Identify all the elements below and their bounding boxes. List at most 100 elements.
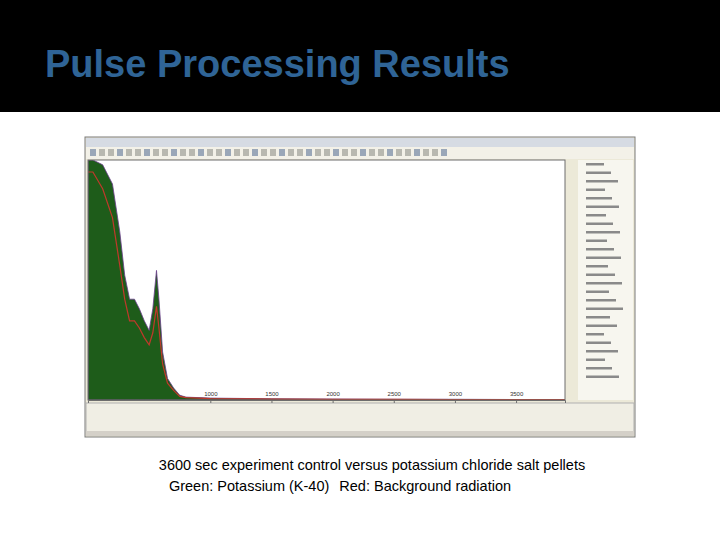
toolbar-icon [369,149,375,156]
toolbar-icon [189,149,195,156]
x-tick-label: 1000 [204,391,218,397]
x-tick-mark [271,400,272,403]
series-caption-entry: Green: Potassium (K-40) [169,478,329,494]
toolbar-icon [90,149,96,156]
toolbar-icon [261,149,267,156]
toolbar-icon [351,149,357,156]
toolbar-icon [378,149,384,156]
software-window [85,137,635,437]
toolbar-icon [324,149,330,156]
toolbar-icon [207,149,213,156]
info-line [586,240,607,243]
info-line [586,214,606,217]
info-line [586,180,618,183]
window-frame [85,137,635,437]
plot-marks [88,160,565,400]
toolbar-icon [387,149,393,156]
background [0,0,720,540]
info-line [586,367,612,370]
info-line [586,359,605,362]
toolbar-icon [441,149,447,156]
toolbar-icon [333,149,339,156]
x-tick-mark [455,400,456,403]
control-panel [86,403,634,433]
x-tick-label: 3500 [510,391,524,397]
info-line [586,206,619,209]
x-tick: 2000 [326,391,340,403]
x-tick-label: 1500 [265,391,279,397]
info-line [586,299,616,302]
x-tick-mark [516,400,517,403]
toolbar-icon [405,149,411,156]
toolbar-icon [252,149,258,156]
toolbar-icon [225,149,231,156]
series-area [88,160,565,400]
title-bar [0,0,720,112]
x-tick-mark [394,400,395,403]
info-line [586,376,619,379]
toolbar-icon [432,149,438,156]
info-panel [578,160,633,400]
info-line [586,282,622,285]
title: Pulse Processing Results [45,43,510,85]
info-line [586,291,609,294]
toolbar-icon [414,149,420,156]
info-line [586,223,613,226]
info-line [586,333,604,336]
toolbar-icon [270,149,276,156]
info-line [586,231,620,234]
info-line [586,197,612,200]
x-tick-label: 2000 [326,391,340,397]
toolbar-icon [243,149,249,156]
info-line [586,257,621,260]
info-line [586,265,608,268]
x-tick: 1000 [204,391,218,403]
toolbar-icon [279,149,285,156]
toolbar-icon [342,149,348,156]
x-axis: 1000 1500 2000 2500 3000 3500 [89,391,566,403]
toolbar-icon [126,149,132,156]
info-line [586,342,611,345]
x-tick: 1500 [265,391,279,403]
x-tick: 3000 [449,391,463,403]
series-line [88,172,565,400]
toolbar-icon [315,149,321,156]
toolbar-icon [234,149,240,156]
info-line [586,163,604,166]
toolbar-icon [297,149,303,156]
status-bar [86,431,634,436]
window-titlebar [86,138,634,147]
plot-background [88,160,565,400]
x-tick-mark [333,400,334,403]
toolbar-icon [117,149,123,156]
info-line [586,316,610,319]
toolbar-icon [171,149,177,156]
x-tick-label: 2500 [388,391,402,397]
toolbar-icon [180,149,186,156]
x-tick: 3500 [510,391,524,403]
toolbar-icon [306,149,312,156]
toolbar-icon [423,149,429,156]
caption: 3600 sec experiment control versus potas… [159,457,585,473]
toolbar-icon [144,149,150,156]
toolbar-icon [216,149,222,156]
info-line [586,189,605,192]
x-tick-label: 3000 [449,391,463,397]
series-caption: Green: Potassium (K-40) Red: Background r… [169,478,511,494]
x-axis-line [89,401,566,404]
info-line [586,274,615,277]
toolbar-icon [153,149,159,156]
x-tick: 2500 [388,391,402,403]
x-tick-mark [210,400,211,403]
toolbar-icon [198,149,204,156]
plot-frame [88,160,565,400]
series-caption-entry: Red: Background radiation [339,478,511,494]
slide: Pulse Processing Results 1000 1500 2000 2500… [0,0,720,540]
info-line [586,325,617,328]
info-line [586,308,623,311]
toolbar-icon [108,149,114,156]
toolbar-icon [360,149,366,156]
toolbar-icon [162,149,168,156]
toolbar-icon [135,149,141,156]
toolbar-icon [396,149,402,156]
